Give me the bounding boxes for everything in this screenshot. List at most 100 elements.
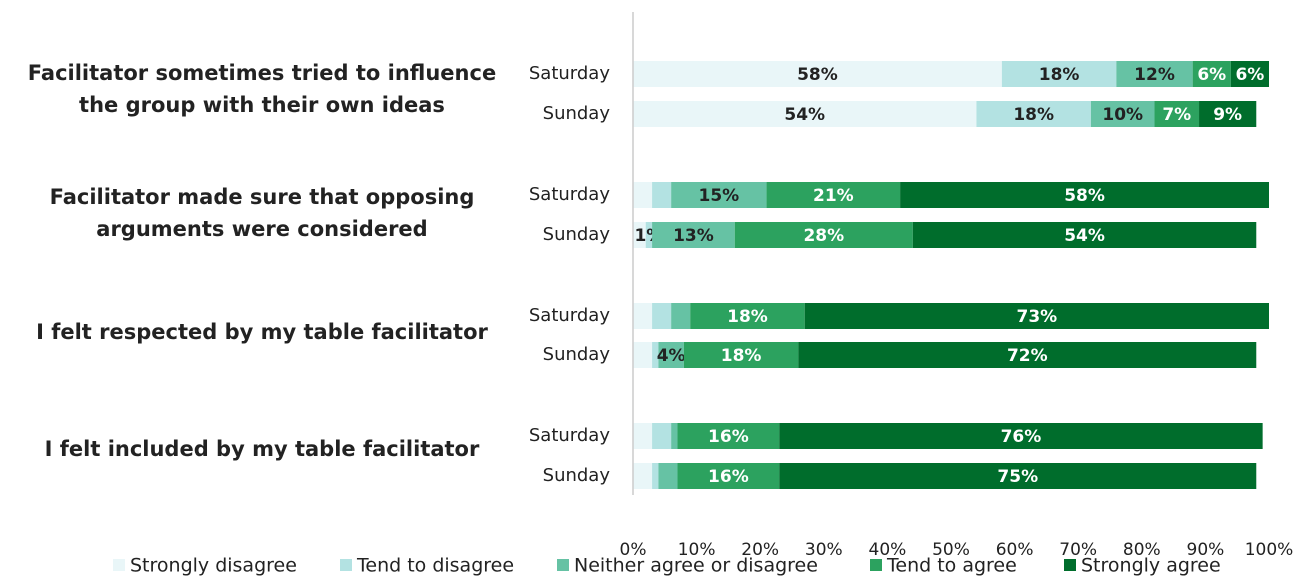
bar-segment <box>1001 61 1117 87</box>
group-label: I felt included by my table facilitator <box>45 437 480 461</box>
bar-segment <box>766 182 901 208</box>
row-label: Saturday <box>529 305 610 326</box>
row-label: Sunday <box>543 344 611 365</box>
x-tick-label: 100% <box>1245 540 1294 560</box>
bar-segment <box>1230 61 1269 87</box>
x-tick-label: 10% <box>678 540 716 560</box>
legend-swatch <box>1064 559 1076 571</box>
value-label: 7% <box>1162 105 1191 125</box>
x-tick-label: 60% <box>996 540 1034 560</box>
value-label: 6% <box>1235 65 1264 85</box>
bar-segment <box>633 463 653 489</box>
value-label: 10% <box>1102 105 1143 125</box>
legend-label: Strongly disagree <box>130 555 297 576</box>
legend-label: Strongly agree <box>1081 555 1221 576</box>
value-label: 54% <box>1064 226 1105 246</box>
bar-segment <box>1116 61 1193 87</box>
row-label: Saturday <box>529 63 610 84</box>
bar-segment <box>683 342 799 368</box>
value-label: 58% <box>1064 186 1105 206</box>
legend-swatch <box>113 559 125 571</box>
bar-segment <box>677 423 780 449</box>
bar-segment <box>1090 101 1155 127</box>
legend-swatch <box>557 559 569 571</box>
bar-segment <box>645 222 653 248</box>
x-tick-label: 50% <box>932 540 970 560</box>
bar-segment <box>652 182 672 208</box>
x-tick-label: 0% <box>620 540 647 560</box>
value-label: 18% <box>721 346 762 366</box>
bar-segment <box>734 222 913 248</box>
bar-segment <box>1199 101 1257 127</box>
value-label: 18% <box>727 307 768 327</box>
bar-segment <box>690 303 805 329</box>
legend-swatch <box>870 559 882 571</box>
value-label: 28% <box>803 226 844 246</box>
value-label: 6% <box>1197 65 1226 85</box>
legend-swatch <box>340 559 352 571</box>
bar-segment <box>671 182 767 208</box>
bar-segment <box>633 101 977 127</box>
value-label: 58% <box>797 65 838 85</box>
bar-segment <box>652 463 659 489</box>
bar-segment <box>1154 101 1200 127</box>
value-label: 12% <box>1134 65 1175 85</box>
bar-segment <box>1192 61 1231 87</box>
value-label: 21% <box>813 186 854 206</box>
bar-segment <box>633 61 1002 87</box>
value-label: 72% <box>1007 346 1048 366</box>
group-label: Facilitator sometimes tried to influence <box>28 61 496 85</box>
bar-segment <box>633 303 653 329</box>
value-label: 18% <box>1013 105 1054 125</box>
bar-segment <box>912 222 1257 248</box>
x-tick-label: 20% <box>741 540 779 560</box>
value-label: 13% <box>673 226 714 246</box>
bar-segment <box>798 342 1257 368</box>
bar-segment <box>633 342 653 368</box>
bar-segment <box>671 423 678 449</box>
group-label: Facilitator made sure that opposing <box>50 185 475 209</box>
bar-segment <box>633 423 653 449</box>
x-tick-label: 70% <box>1059 540 1097 560</box>
value-label: 75% <box>997 467 1038 487</box>
group-label: arguments were considered <box>96 217 427 241</box>
bar-segment <box>804 303 1269 329</box>
bar-segment <box>976 101 1091 127</box>
bar-segment <box>633 182 653 208</box>
group-label: I felt respected by my table facilitator <box>36 320 488 344</box>
x-tick-label: 40% <box>869 540 907 560</box>
value-label: 54% <box>784 105 825 125</box>
bar-segment <box>652 222 735 248</box>
row-label: Saturday <box>529 184 610 205</box>
x-tick-label: 30% <box>805 540 843 560</box>
legend-label: Neither agree or disagree <box>574 555 818 576</box>
bar-segment <box>779 423 1263 449</box>
group-label: the group with their own ideas <box>79 93 445 117</box>
value-label: 73% <box>1017 307 1058 327</box>
legend-label: Tend to disagree <box>356 555 514 576</box>
value-label: 16% <box>708 427 749 447</box>
value-label: 9% <box>1213 105 1242 125</box>
value-label: 16% <box>708 467 749 487</box>
bar-segment <box>677 463 780 489</box>
value-label: 15% <box>699 186 740 206</box>
bar-segment <box>652 342 659 368</box>
bar-segment <box>671 303 691 329</box>
bar-segment <box>658 463 678 489</box>
bar-segment <box>900 182 1269 208</box>
bar-segment <box>633 222 646 248</box>
bar-segment <box>652 303 672 329</box>
bar-segment <box>779 463 1257 489</box>
row-label: Sunday <box>543 224 611 245</box>
row-label: Saturday <box>529 425 610 446</box>
value-label: 4% <box>657 346 686 366</box>
row-label: Sunday <box>543 103 611 124</box>
bar-segment <box>652 423 672 449</box>
row-label: Sunday <box>543 465 611 486</box>
legend-label: Tend to agree <box>886 555 1017 576</box>
x-tick-label: 90% <box>1187 540 1225 560</box>
x-tick-label: 80% <box>1123 540 1161 560</box>
value-label: 18% <box>1039 65 1080 85</box>
value-label: 76% <box>1001 427 1042 447</box>
